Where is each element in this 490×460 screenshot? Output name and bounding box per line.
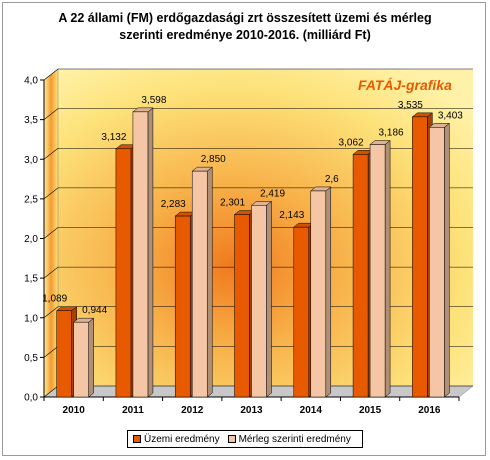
watermark-text: FATÁJ-grafika [358, 77, 452, 93]
axes: 0,0 0,5 1,0 1,5 2,0 2,5 3,0 3,5 4,0 2010 2011 2012 2… [24, 76, 460, 416]
y-tick-label: 4,0 [24, 76, 38, 87]
data-label: 3,403 [438, 110, 463, 121]
legend-swatch-merleg [227, 435, 236, 443]
y-tick-label: 2,5 [24, 194, 38, 205]
data-label: 3,062 [339, 137, 364, 148]
gridline [43, 147, 473, 160]
bar-merleg-2011 [132, 107, 154, 398]
data-label: 0,944 [82, 305, 107, 316]
bar-merleg-2012 [191, 166, 213, 398]
y-tick-label: 0,0 [24, 393, 38, 404]
x-tick-label: 2013 [240, 405, 263, 416]
data-label: 2,419 [260, 188, 285, 199]
chart-title-line-1: A 22 állami (FM) erdőgazdasági zrt össze… [58, 11, 432, 25]
data-label: 2,301 [220, 198, 245, 209]
y-tick-label: 3,5 [24, 115, 38, 126]
gridline [43, 187, 473, 200]
data-label: 2,850 [201, 154, 226, 165]
y-tick-label: 2,0 [24, 234, 38, 245]
x-tick-label: 2014 [300, 405, 323, 416]
chart-title: A 22 állami (FM) erdőgazdasági zrt össze… [20, 10, 470, 44]
data-label: 3,186 [379, 128, 404, 139]
bar-merleg-2010 [72, 317, 95, 398]
bar-merleg-2014 [310, 186, 332, 398]
gridline [43, 266, 473, 279]
legend-item-uzemi: Üzemi eredmény [133, 434, 220, 445]
data-label: 3,535 [398, 100, 423, 111]
y-tick-label: 3,0 [24, 155, 38, 166]
bars [55, 107, 451, 398]
chart-title-line-2: szerinti eredménye 2010-2016. (milliárd … [119, 28, 371, 42]
data-label: 2,283 [161, 199, 186, 210]
gridline [43, 108, 473, 120]
legend-label-merleg: Mérleg szerinti eredmény [238, 433, 351, 445]
gridline [43, 306, 473, 318]
bar-merleg-2016 [428, 122, 451, 398]
bar-uzemi-2014 [293, 222, 315, 398]
data-labels: 1,089 0,944 3,132 3,598 2,283 2,850 2,301 2,419… [42, 95, 463, 316]
x-tick-label: 2016 [418, 405, 441, 416]
y-tick-label: 1,0 [24, 313, 38, 324]
bar-merleg-2015 [369, 139, 391, 398]
y-tick-label: 0,5 [24, 353, 38, 364]
gridline [43, 68, 473, 81]
x-tick-label: 2015 [359, 405, 382, 416]
x-tick-label: 2010 [63, 405, 86, 416]
data-label: 2,143 [279, 210, 304, 221]
y-tick-label: 1,5 [24, 274, 38, 285]
legend-item-merleg: Mérleg szerinti eredmény [227, 433, 351, 445]
data-label: 1,089 [42, 294, 67, 305]
data-label: 3,132 [101, 132, 126, 143]
legend: Üzemi eredmény Mérleg szerinti eredmény [127, 430, 363, 448]
legend-label-uzemi: Üzemi eredmény [144, 433, 220, 445]
legend-swatch-uzemi [133, 435, 141, 443]
data-label: 3,598 [141, 95, 166, 106]
gridline [43, 227, 473, 239]
data-label: 2,6 [325, 174, 339, 185]
bar-merleg-2013 [250, 200, 273, 398]
x-tick-label: 2011 [122, 405, 144, 416]
x-tick-label: 2012 [181, 405, 204, 416]
